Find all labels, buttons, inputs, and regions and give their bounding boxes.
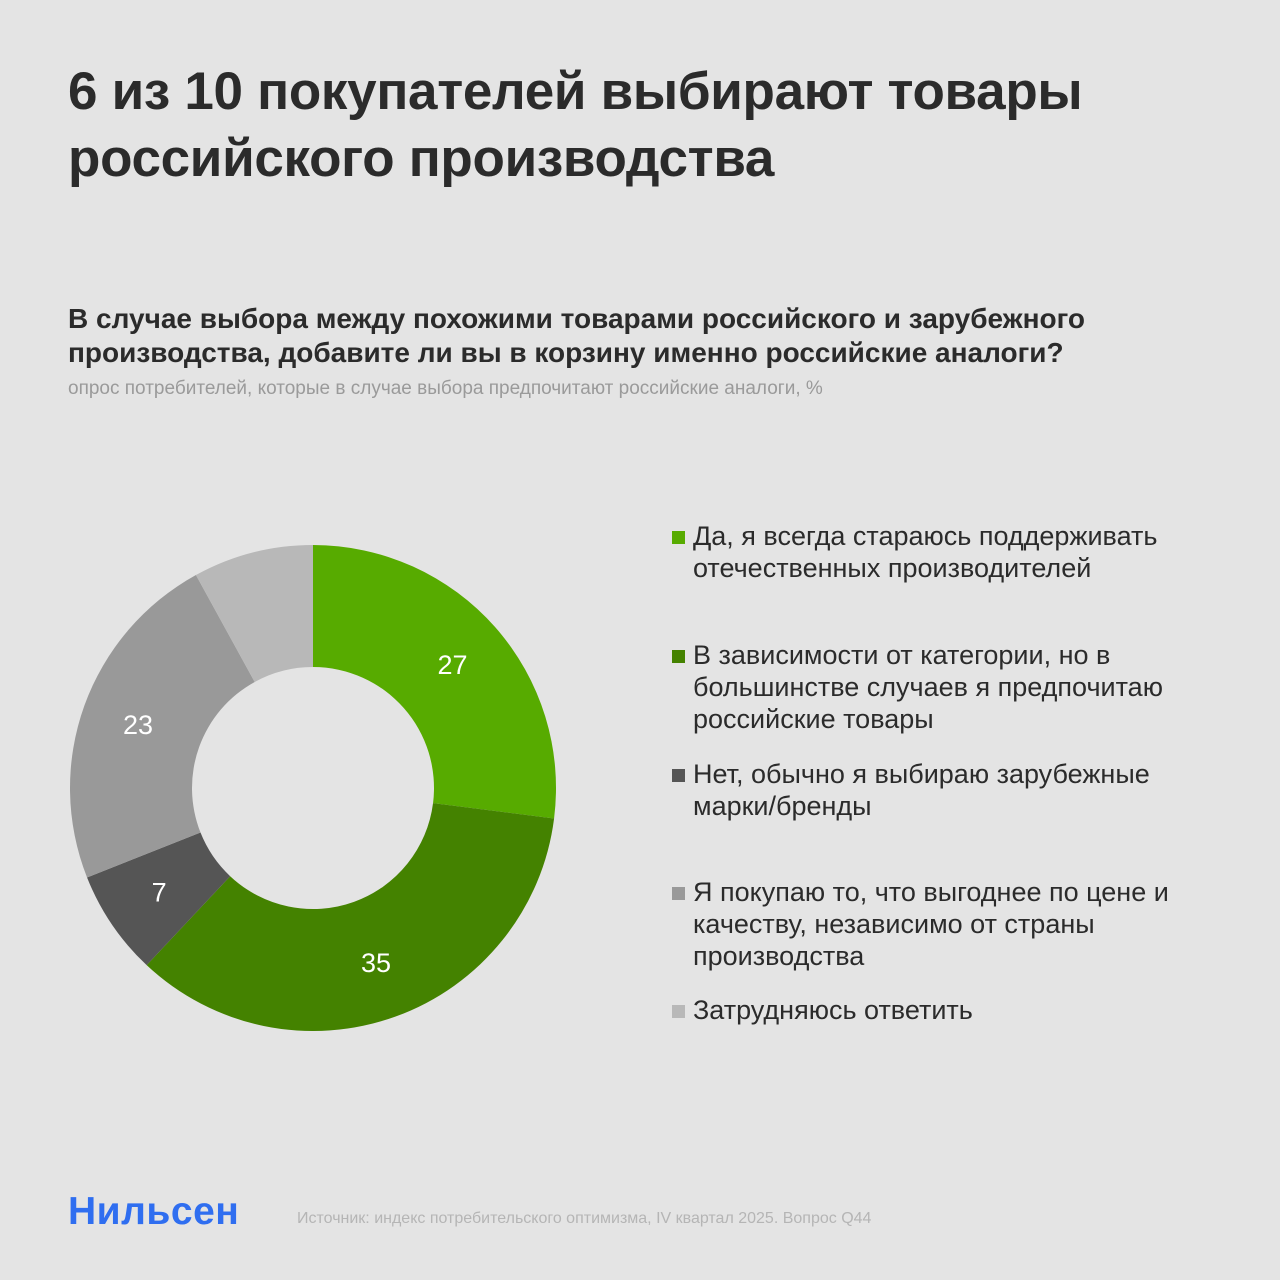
legend-label: Нет, обычно я выбираю зарубежные марки/б…: [693, 759, 1150, 821]
legend-swatch-icon: [672, 769, 685, 782]
legend-label: Да, я всегда стараюсь поддерживать отече…: [693, 521, 1158, 583]
donut-slice-always-support: [313, 545, 556, 819]
donut-chart: 27 35 7 23: [70, 545, 556, 1031]
legend-item-hard-to-answer: Затрудняюсь ответить: [672, 994, 1232, 1026]
legend-swatch-icon: [672, 1005, 685, 1018]
legend-item-price-quality: Я покупаю то, что выгоднее по цене и кач…: [672, 876, 1232, 972]
legend-item-depends-on-category: В зависимости от категории, но в большин…: [672, 639, 1232, 735]
slice-value-label: 35: [361, 948, 391, 978]
legend-swatch-icon: [672, 650, 685, 663]
nielsen-logo: Нильсен: [68, 1190, 240, 1233]
legend-swatch-icon: [672, 531, 685, 544]
slice-value-label: 23: [123, 710, 153, 740]
legend-item-foreign-brands: Нет, обычно я выбираю зарубежные марки/б…: [672, 758, 1232, 822]
legend-label: Затрудняюсь ответить: [693, 995, 973, 1025]
donut-slice-depends-on-category: [146, 803, 555, 1031]
legend-label: В зависимости от категории, но в большин…: [693, 640, 1163, 734]
legend-item-always-support: Да, я всегда стараюсь поддерживать отече…: [672, 520, 1232, 584]
source-note: Источник: индекс потребительского оптими…: [297, 1210, 872, 1227]
donut-svg: 27 35 7 23: [70, 545, 556, 1031]
chart-question: В случае выбора между похожими товарами …: [68, 303, 1085, 368]
donut-slice-foreign-brands: [87, 832, 231, 966]
donut-slice-hard-to-answer: [195, 545, 313, 682]
slice-value-label: 7: [152, 878, 167, 908]
legend-swatch-icon: [672, 887, 685, 900]
donut-slice-price-quality: [70, 575, 255, 878]
chart-subtitle: опрос потребителей, которые в случае выб…: [68, 378, 823, 399]
legend-label: Я покупаю то, что выгоднее по цене и кач…: [693, 877, 1169, 971]
slice-value-label: 27: [437, 650, 467, 680]
page-title: 6 из 10 покупателей выбирают товары росс…: [68, 62, 1083, 188]
